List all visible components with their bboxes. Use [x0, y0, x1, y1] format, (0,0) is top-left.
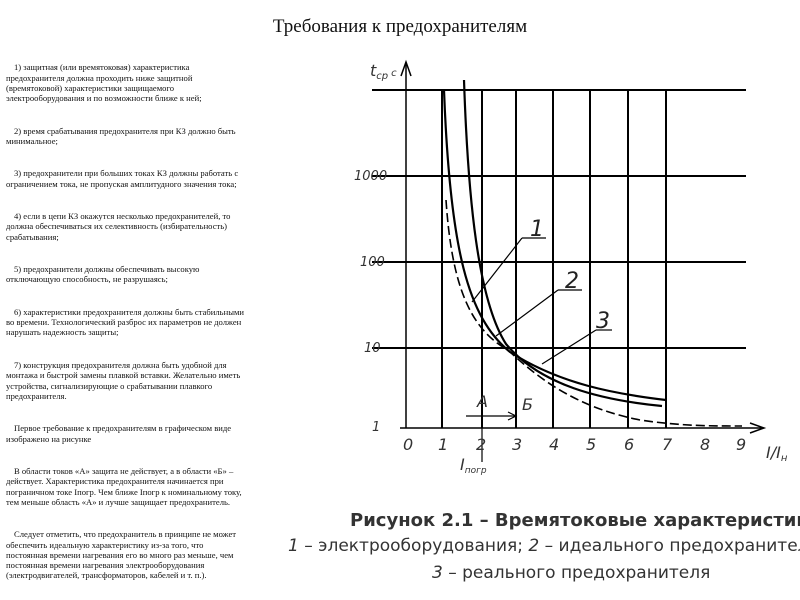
paragraph: 7) конструкция предохранителя должна быт… [6, 360, 243, 401]
curve-label-1: 1 [530, 217, 544, 242]
region-b-label: Б [522, 395, 533, 414]
y-tick-100: 100 [360, 255, 385, 270]
x-tick-7: 7 [662, 435, 673, 454]
curve-1-equipment [442, 89, 667, 402]
paragraph: 5) предохранители должны обеспечивать вы… [6, 264, 202, 285]
chart-axes [400, 59, 767, 434]
x-tick-9: 9 [736, 435, 746, 454]
x-tick-6: 6 [624, 435, 634, 454]
caption-line-3: 3 – реального предохранителя [432, 563, 710, 583]
slide-title: Требования к предохранителям [272, 16, 528, 37]
y-tick-10: 10 [364, 341, 381, 356]
x-tick-3: 3 [512, 435, 522, 454]
x-tick-8: 8 [700, 435, 710, 454]
caption-line-2: 1 – электрооборудования; 2 – идеального … [288, 536, 800, 556]
text-column: 1) защитная (или времятоковая) характери… [6, 42, 244, 593]
x-axis-label: I/Iн [766, 443, 788, 464]
paragraph: 6) характеристики предохранителя должны … [6, 307, 244, 338]
curve-label-2: 2 [565, 269, 579, 294]
y-tick-1: 1 [372, 420, 380, 435]
x-tick-5: 5 [586, 435, 596, 454]
x-tick-4: 4 [549, 435, 559, 454]
paragraph: 4) если в цепи КЗ окажутся несколько пре… [6, 211, 233, 242]
caption-line-1: Рисунок 2.1 – Времятоковые характеристик… [350, 510, 800, 531]
paragraph: 2) время срабатывания предохранителя при… [6, 125, 238, 146]
paragraph: Следует отметить, что предохранитель в п… [6, 529, 239, 581]
paragraph: В области токов «А» защита не действует,… [6, 466, 244, 507]
curve-2-ideal-fuse [462, 79, 663, 408]
x-tick-0: 0 [403, 435, 413, 454]
i-border-label: Iпогр [460, 455, 487, 476]
chart-grid [372, 89, 746, 428]
x-tick-1: 1 [438, 435, 448, 454]
paragraph: Первое требование к предохранителям в гр… [6, 423, 234, 444]
y-axis-label: tср с [370, 61, 397, 82]
curve-label-3: 3 [596, 309, 610, 334]
curve-3-real-fuse [445, 199, 743, 427]
curve-leaders [466, 237, 612, 462]
paragraph: 3) предохранители при больших токах КЗ д… [6, 168, 241, 189]
y-tick-1000: 1000 [354, 169, 387, 184]
region-a-label: А [476, 392, 488, 411]
paragraph: 1) защитная (или времятоковая) характери… [6, 62, 202, 104]
x-tick-2: 2 [476, 435, 486, 454]
